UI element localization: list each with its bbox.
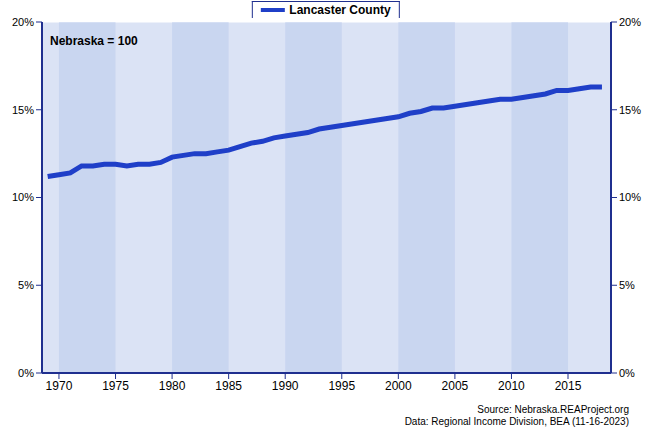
svg-text:5%: 5% bbox=[18, 279, 34, 291]
svg-text:15%: 15% bbox=[619, 104, 641, 116]
svg-text:2010: 2010 bbox=[498, 379, 525, 393]
svg-text:15%: 15% bbox=[12, 104, 34, 116]
svg-text:0%: 0% bbox=[18, 367, 34, 379]
html-text:Source: Nebraska.REAProject.or: Source: Nebraska.REAProject.org bbox=[477, 404, 629, 415]
svg-text:1990: 1990 bbox=[272, 379, 299, 393]
svg-text:2015: 2015 bbox=[555, 379, 582, 393]
svg-text:1985: 1985 bbox=[215, 379, 242, 393]
svg-text:10%: 10% bbox=[619, 191, 641, 203]
svg-text:0%: 0% bbox=[619, 367, 635, 379]
svg-text:5%: 5% bbox=[619, 279, 635, 291]
svg-text:20%: 20% bbox=[619, 16, 641, 28]
svg-text:1995: 1995 bbox=[328, 379, 355, 393]
html-text:Lancaster County: Lancaster County bbox=[289, 3, 391, 17]
svg-text:2005: 2005 bbox=[442, 379, 469, 393]
svg-text:1980: 1980 bbox=[159, 379, 186, 393]
svg-text:2000: 2000 bbox=[385, 379, 412, 393]
html-text:Nebraska = 100: Nebraska = 100 bbox=[50, 34, 138, 48]
html-text:Data: Regional Income Division: Data: Regional Income Division, BEA (11-… bbox=[404, 416, 629, 427]
svg-text:20%: 20% bbox=[12, 16, 34, 28]
svg-text:10%: 10% bbox=[12, 191, 34, 203]
svg-text:1970: 1970 bbox=[46, 379, 73, 393]
svg-text:1975: 1975 bbox=[102, 379, 129, 393]
